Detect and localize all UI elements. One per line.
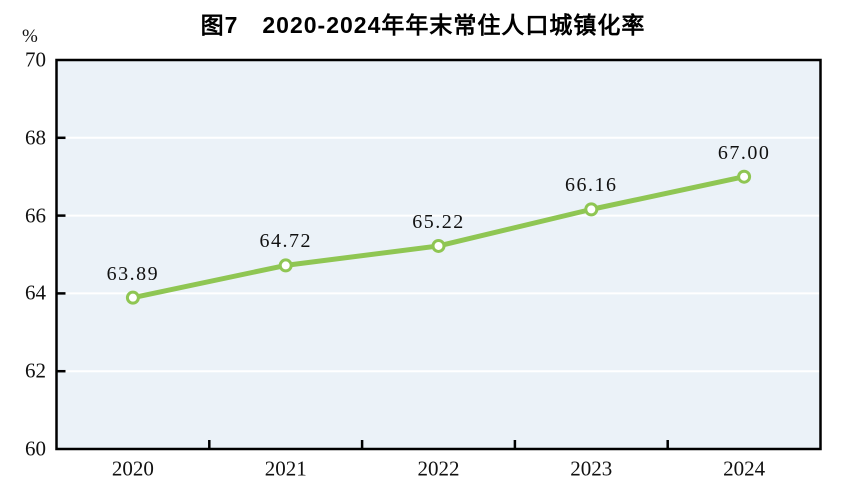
data-point-label: 67.00: [717, 141, 771, 164]
x-tick-label: 2023: [570, 456, 613, 481]
plot-background: [56, 60, 821, 449]
data-point-label: 63.89: [106, 262, 160, 285]
data-point-label: 64.72: [259, 230, 312, 253]
y-tick-label: 64: [25, 280, 46, 305]
data-point-label: 66.16: [565, 174, 618, 197]
y-tick-label: 60: [25, 436, 46, 461]
x-tick-label: 2021: [264, 456, 307, 481]
data-point-label: 65.22: [412, 210, 465, 233]
y-tick-label: 68: [25, 125, 46, 150]
x-tick-label: 2024: [723, 456, 766, 481]
x-tick-label: 2020: [111, 456, 154, 481]
y-tick-label: 66: [25, 203, 46, 228]
y-tick-label: 62: [25, 358, 46, 383]
data-point-marker: [278, 258, 293, 273]
data-point-marker: [737, 169, 752, 184]
chart-title: 图7 2020-2024年年末常住人口城镇化率: [200, 12, 646, 38]
plot-border: [55, 58, 822, 451]
y-tick-label: 70: [25, 47, 46, 72]
data-point-marker: [125, 290, 140, 305]
data-point-marker: [584, 202, 599, 217]
y-axis-unit-label: %: [22, 26, 38, 47]
x-tick-label: 2022: [417, 456, 460, 481]
data-point-marker: [431, 238, 446, 253]
